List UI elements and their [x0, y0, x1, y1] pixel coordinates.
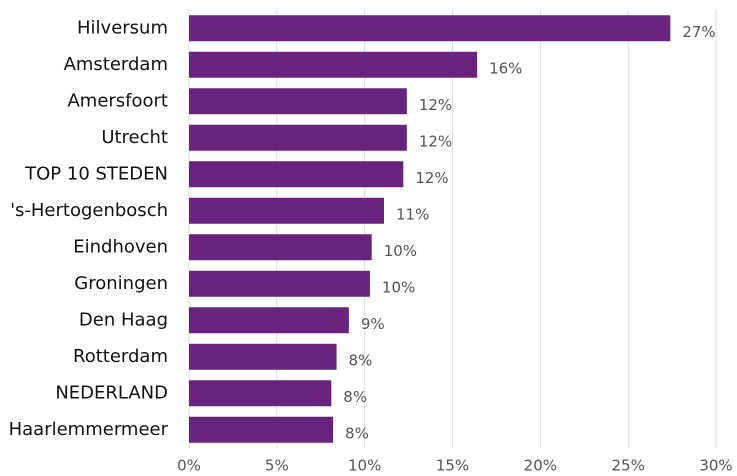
value-label: 12%	[419, 96, 452, 114]
y-tick-label: Den Haag	[79, 309, 168, 330]
bar	[189, 197, 384, 224]
y-tick-label: TOP 10 STEDEN	[24, 163, 168, 184]
y-tick-label: Rotterdam	[73, 346, 168, 367]
value-label: 27%	[682, 23, 715, 41]
y-tick-label: 's-Hertogenbosch	[10, 200, 168, 221]
value-label: 11%	[396, 205, 429, 223]
x-tick-label: 10%	[348, 457, 381, 475]
y-tick-label: NEDERLAND	[55, 382, 168, 403]
x-tick-label: 0%	[177, 457, 201, 475]
value-label: 10%	[384, 242, 417, 260]
value-label: 8%	[343, 388, 367, 406]
bar	[189, 15, 671, 42]
bar	[189, 124, 407, 151]
value-label: 12%	[419, 132, 452, 150]
value-label: 10%	[382, 278, 415, 296]
bar	[189, 343, 337, 370]
x-tick-label: 5%	[265, 457, 289, 475]
y-tick-label: Amersfoort	[67, 90, 168, 111]
y-tick-label: Utrecht	[101, 127, 168, 148]
bar	[189, 416, 334, 443]
value-label: 8%	[345, 424, 369, 442]
bar	[189, 161, 404, 188]
bar	[189, 270, 370, 297]
x-tick-label: 15%	[436, 457, 469, 475]
y-tick-label: Groningen	[74, 273, 168, 294]
value-label: 9%	[361, 315, 385, 333]
bar	[189, 88, 407, 115]
value-label: 8%	[349, 351, 373, 369]
y-tick-label: Haarlemmermeer	[9, 419, 169, 440]
bar	[189, 234, 372, 261]
bar	[189, 307, 349, 334]
value-label: 12%	[415, 169, 448, 187]
x-tick-label: 25%	[611, 457, 644, 475]
x-tick-label: 20%	[524, 457, 557, 475]
value-label: 16%	[489, 59, 522, 77]
y-tick-label: Eindhoven	[73, 236, 168, 257]
y-tick-label: Amsterdam	[64, 54, 168, 75]
x-tick-label: 30%	[699, 457, 732, 475]
bar	[189, 51, 478, 78]
bar	[189, 380, 332, 407]
y-tick-label: Hilversum	[77, 17, 168, 38]
